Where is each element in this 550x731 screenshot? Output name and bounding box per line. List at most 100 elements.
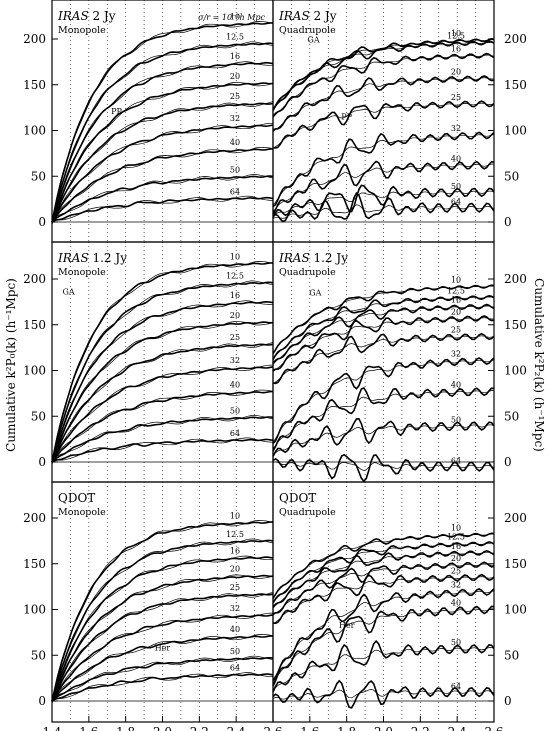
y-tick-label: 100 <box>23 603 46 617</box>
y-tick-label: 100 <box>23 364 46 378</box>
panel-title-italic: IRAS <box>57 9 89 23</box>
y-tick-label: 150 <box>504 78 527 92</box>
sigma-label: 20 <box>451 67 461 76</box>
curve-smoothed <box>51 300 274 462</box>
panel-subtitle: Quadrupole <box>279 507 336 518</box>
panel-title-rest: 2 Jy <box>89 9 116 23</box>
x-tick-label: 2.2 <box>411 725 430 731</box>
curve-raw <box>272 424 495 456</box>
sigma-label: 40 <box>230 381 240 390</box>
curve-smoothed <box>272 549 495 608</box>
curve-smoothed <box>51 366 274 463</box>
sigma-label: 10 <box>230 253 240 262</box>
sigma-label: 16 <box>230 546 240 555</box>
annotation: Her <box>339 621 355 630</box>
y-tick-label: 0 <box>38 694 46 708</box>
panel-subtitle: Monopole <box>58 25 106 36</box>
curve-raw <box>272 305 495 365</box>
panel-title: IRAS 1.2 Jy <box>278 251 348 265</box>
curve-raw <box>272 590 495 680</box>
y-axis-label-left: Cumulative k²P₀(k) (h⁻¹Mpc) <box>4 278 18 452</box>
curve-raw <box>272 317 495 372</box>
y-tick-label: 200 <box>23 272 46 286</box>
annotation: GA <box>307 36 319 45</box>
curve-raw <box>51 364 273 464</box>
curve-smoothed <box>272 303 495 364</box>
curve-raw <box>272 163 494 212</box>
curve-smoothed <box>272 131 495 208</box>
curve-raw <box>272 42 495 111</box>
panel-title: IRAS 1.2 Jy <box>57 251 127 265</box>
curve-raw <box>272 285 494 354</box>
curve-smoothed <box>51 574 274 701</box>
curve-smoothed <box>272 588 495 682</box>
x-tick-label: 2.6 <box>484 725 503 731</box>
x-tick-label: 1.6 <box>300 725 319 731</box>
curve-smoothed <box>51 556 274 701</box>
curve-raw <box>51 21 274 221</box>
curve-raw <box>51 280 274 460</box>
sigma-label: 32 <box>230 604 240 613</box>
sigma-label: 20 <box>230 72 240 81</box>
sigma-label: 25 <box>451 567 461 576</box>
curve-smoothed <box>272 639 495 693</box>
y-tick-label: 100 <box>504 364 527 378</box>
curve-raw <box>51 41 274 220</box>
curve-smoothed <box>51 61 274 222</box>
panel-subtitle: Monopole <box>58 507 106 518</box>
sigma-label: 20 <box>451 554 461 563</box>
y-tick-label: 150 <box>504 557 527 571</box>
sigma-label: 25 <box>451 93 461 102</box>
curve-raw <box>272 39 495 110</box>
sigma-label: 40 <box>451 381 461 390</box>
panel-title-rest: 2 Jy <box>310 9 337 23</box>
sigma-label: 40 <box>230 138 240 147</box>
curve-smoothed <box>272 605 495 687</box>
y-tick-label: 50 <box>31 169 46 183</box>
sigma-label: 12.5 <box>226 272 244 281</box>
curve-raw <box>51 538 274 699</box>
sigma-label: 16 <box>451 45 461 54</box>
curve-raw <box>51 174 274 221</box>
sigma-label: 20 <box>230 565 240 574</box>
curve-smoothed <box>51 635 273 703</box>
curve-raw <box>272 190 495 217</box>
y-tick-label: 150 <box>23 78 46 92</box>
sigma-label: 12.5 <box>447 286 465 295</box>
curve-raw <box>272 563 495 616</box>
curve-smoothed <box>51 175 274 223</box>
sigma-label: 10 <box>451 524 461 533</box>
curve-smoothed <box>272 453 495 483</box>
curve-smoothed <box>272 679 495 709</box>
y-tick-label: 100 <box>504 603 527 617</box>
curve-raw <box>51 437 273 461</box>
y-tick-label: 50 <box>504 409 519 423</box>
sigma-label: 32 <box>230 114 240 123</box>
sigma-label: 50 <box>230 165 240 174</box>
curve-raw <box>272 134 495 206</box>
curve-smoothed <box>51 390 274 463</box>
curve-raw <box>51 300 274 462</box>
y-tick-label: 0 <box>38 455 46 469</box>
sigma-label: 16 <box>451 296 461 305</box>
curve-raw <box>272 390 495 449</box>
x-tick-label: 2.0 <box>374 725 393 731</box>
curve-smoothed <box>51 82 274 222</box>
curve-raw <box>51 101 274 225</box>
sigma-label: 12.5 <box>447 32 465 41</box>
x-tick-label: 2.6 <box>263 725 282 731</box>
sigma-label: 64 <box>230 429 240 438</box>
curve-raw <box>51 261 274 461</box>
y-tick-label: 0 <box>504 455 512 469</box>
annotation: PP <box>111 107 122 116</box>
grid-lines <box>52 0 494 722</box>
curve-raw <box>51 195 273 221</box>
curve-raw <box>272 576 495 624</box>
curve-raw <box>272 102 495 149</box>
curve-raw <box>272 77 495 132</box>
curve-raw <box>272 204 495 219</box>
y-tick-label: 200 <box>23 511 46 525</box>
curve-raw <box>51 672 273 700</box>
panel-subtitle: Quadrupole <box>279 267 336 278</box>
